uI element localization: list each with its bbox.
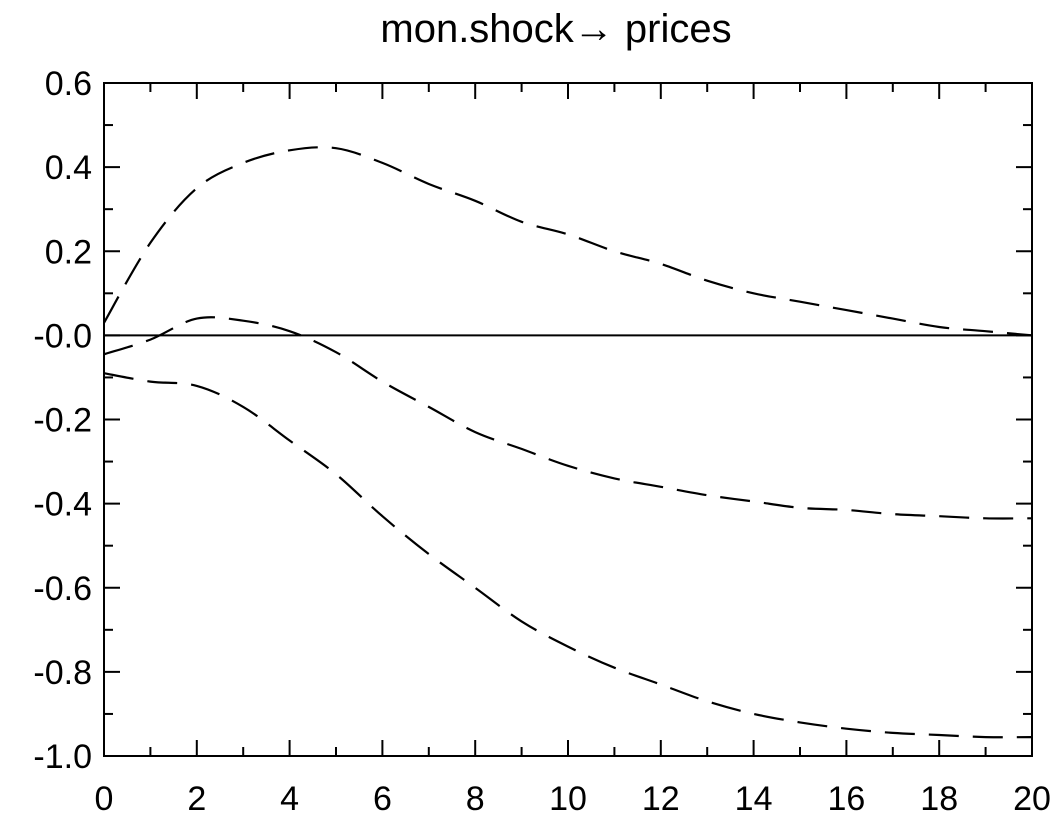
axis-ticks: [103, 82, 1033, 757]
chart-title: mon.shock→ prices: [380, 7, 731, 51]
x-tick-label: 20: [1013, 780, 1051, 818]
plot-frame: [103, 82, 1033, 757]
y-tick-label: 0.6: [45, 65, 92, 103]
x-tick-label: 12: [642, 780, 680, 818]
axis-tick-labels: 0 2 4 6 8 10 12 14 16 18 20 0.6 0.4 0.2 -0.0 -0.2 -0.4 -0…: [33, 65, 1051, 818]
series-line-upper-band: [103, 146, 1033, 337]
x-tick-label: 4: [280, 780, 299, 818]
x-tick-label: 0: [95, 780, 114, 818]
y-tick-label: -0.8: [33, 654, 92, 692]
y-tick-label: 0.4: [45, 149, 92, 187]
x-tick-label: 14: [735, 780, 773, 818]
series-line-median-response: [103, 316, 1033, 520]
y-tick-label: -0.2: [33, 402, 92, 440]
x-tick-label: 16: [827, 780, 865, 818]
series-line-lower-band: [103, 372, 1033, 739]
x-tick-label: 6: [373, 780, 392, 818]
x-tick-label: 2: [187, 780, 206, 818]
y-tick-label: 0.2: [45, 233, 92, 271]
x-tick-label: 10: [549, 780, 587, 818]
y-tick-label: -0.4: [33, 486, 92, 524]
y-tick-label: -0.0: [33, 317, 92, 355]
x-tick-label: 8: [466, 780, 485, 818]
x-tick-label: 18: [920, 780, 958, 818]
y-tick-label: -0.6: [33, 570, 92, 608]
y-tick-label: -1.0: [33, 738, 92, 776]
series-lines: [103, 146, 1033, 739]
